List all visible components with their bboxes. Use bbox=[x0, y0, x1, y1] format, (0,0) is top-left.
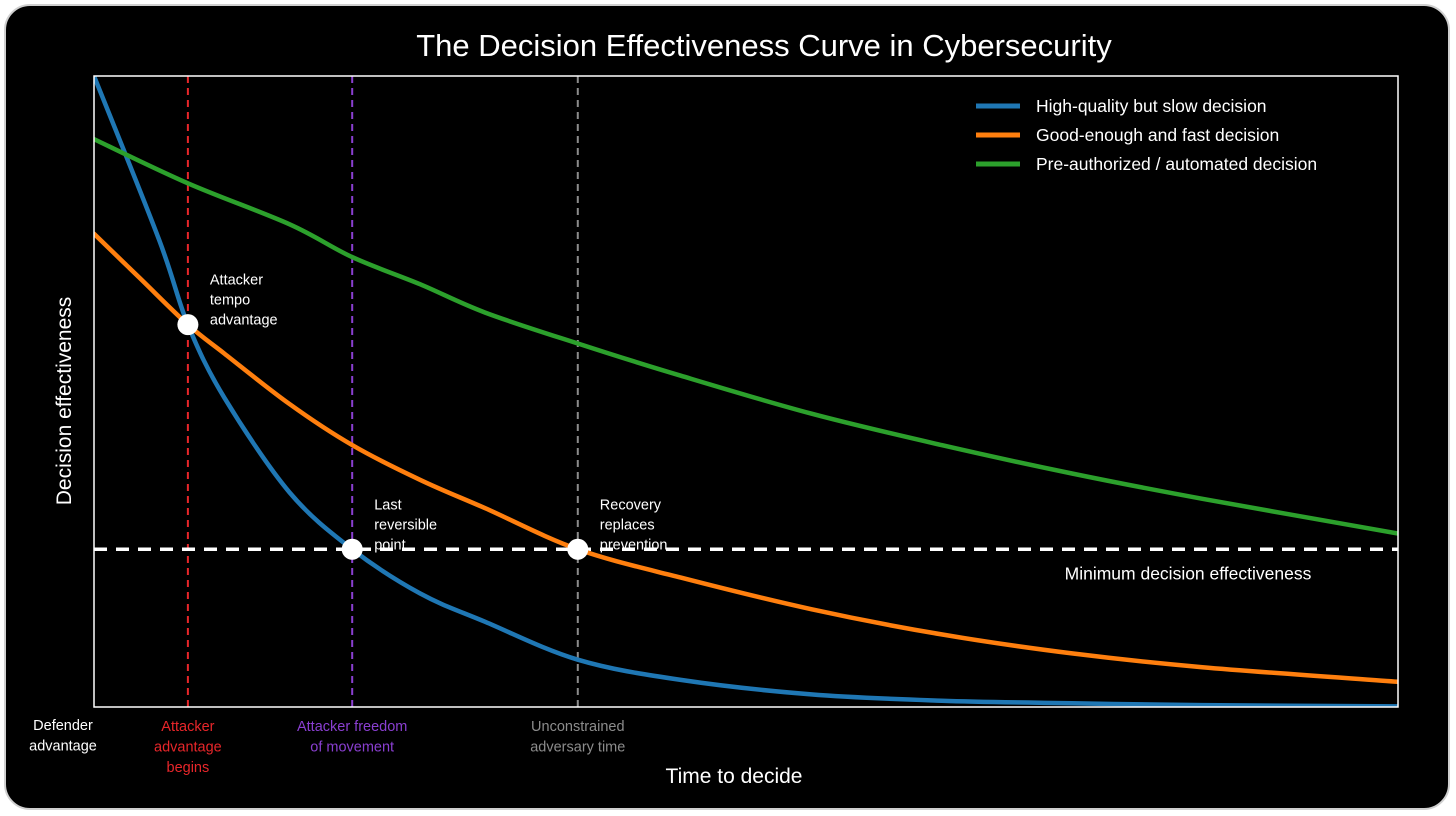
legend-label-2: Pre-authorized / automated decision bbox=[1036, 154, 1317, 174]
series-line-1 bbox=[94, 231, 1398, 685]
point-last-reversible bbox=[341, 538, 363, 560]
origin-label: advantage bbox=[29, 739, 97, 755]
vline-attacker-freedom-label: Attacker freedom bbox=[297, 719, 407, 735]
chart-frame: The Decision Effectiveness Curve in Cybe… bbox=[4, 4, 1450, 810]
vline-attacker-advantage-label: begins bbox=[167, 760, 210, 776]
vline-attacker-freedom-label: of movement bbox=[310, 740, 394, 756]
chart-title: The Decision Effectiveness Curve in Cybe… bbox=[416, 28, 1112, 63]
threshold-group: Minimum decision effectiveness bbox=[94, 547, 1398, 583]
legend: High-quality but slow decision Good-enoug… bbox=[976, 96, 1317, 174]
x-axis-label: Time to decide bbox=[666, 765, 803, 788]
point-last-reversible-label: point bbox=[374, 537, 405, 553]
vline-attacker-advantage-label: Attacker bbox=[161, 719, 214, 735]
legend-label-0: High-quality but slow decision bbox=[1036, 96, 1267, 116]
point-recovery-label: replaces bbox=[600, 517, 655, 533]
series-line-0 bbox=[94, 76, 1398, 707]
threshold-label: Minimum decision effectiveness bbox=[1065, 563, 1312, 583]
vline-unconstrained-label: Unconstrained bbox=[531, 719, 625, 735]
vline-attacker-advantage-label: advantage bbox=[154, 740, 222, 756]
annotation-points: Attacker tempo advantage Last reversible poin… bbox=[177, 273, 668, 560]
series-line-2 bbox=[94, 136, 1398, 536]
plot-area-border bbox=[93, 75, 1399, 708]
decision-effectiveness-chart: The Decision Effectiveness Curve in Cybe… bbox=[29, 28, 1399, 788]
point-attacker-tempo-label: advantage bbox=[210, 313, 278, 329]
point-recovery-label: Recovery bbox=[600, 497, 662, 513]
point-attacker-tempo bbox=[177, 314, 199, 336]
origin-label: Defender bbox=[33, 718, 93, 734]
point-last-reversible-label: Last bbox=[374, 497, 401, 513]
vline-unconstrained-label: adversary time bbox=[530, 740, 625, 756]
point-attacker-tempo-label: Attacker bbox=[210, 273, 263, 289]
x-category-labels: Attacker advantage begins Attacker freedom o… bbox=[29, 718, 625, 776]
point-recovery bbox=[567, 538, 589, 560]
point-recovery-label: prevention bbox=[600, 537, 668, 553]
point-last-reversible-label: reversible bbox=[374, 517, 437, 533]
y-axis-label: Decision effectiveness bbox=[53, 297, 76, 506]
marker-lines bbox=[186, 76, 579, 707]
point-attacker-tempo-label: tempo bbox=[210, 293, 250, 309]
legend-label-1: Good-enough and fast decision bbox=[1036, 125, 1279, 145]
